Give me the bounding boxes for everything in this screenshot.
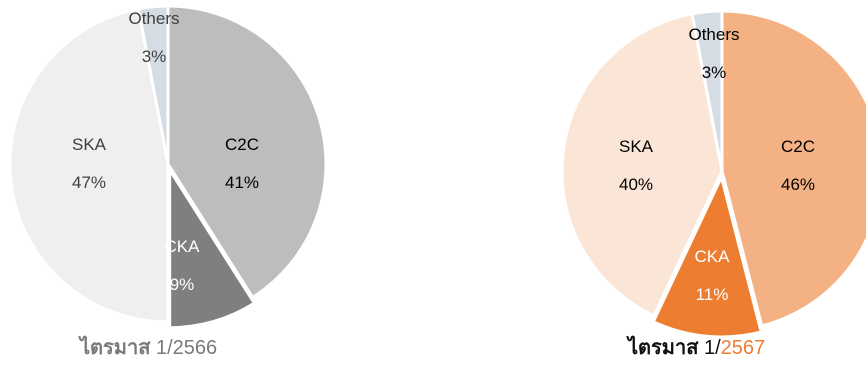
caption-q1-2566: ไตรมาส 1/2566 <box>80 331 217 363</box>
caption-prefix: ไตรมาส <box>80 337 151 359</box>
caption-year: 2567 <box>720 337 766 359</box>
caption-quarter: 1/ <box>703 337 721 359</box>
caption-prefix: ไตรมาส <box>628 337 699 359</box>
pie-slice-c2c <box>720 9 866 328</box>
caption-quarter: 1/ <box>155 337 173 359</box>
slice-value-ska: 40% <box>619 175 653 194</box>
slice-value-cka: 11% <box>696 285 729 304</box>
pie-chart-q1-2566: C2C 41% CKA 9% SKA 47% Others 3% <box>8 4 328 330</box>
slice-label-others: Others <box>128 9 179 28</box>
slice-value-c2c: 46% <box>781 175 815 194</box>
slice-value-others: 3% <box>142 47 167 66</box>
caption-year: 2566 <box>172 337 218 359</box>
pie-slice-ska <box>560 12 724 318</box>
caption-q1-2567: ไตรมาส 1/2567 <box>628 331 765 363</box>
slice-label-ska: SKA <box>619 137 654 156</box>
slice-value-cka: 9% <box>170 275 195 294</box>
slice-label-cka: CKA <box>695 247 731 266</box>
pie-slice-others <box>690 9 724 173</box>
slice-value-ska: 47% <box>72 173 106 192</box>
slice-label-c2c: C2C <box>781 137 815 156</box>
slice-value-others: 3% <box>702 63 727 82</box>
slice-label-cka: CKA <box>165 237 201 256</box>
pie-slice-cka <box>168 168 256 330</box>
slice-value-c2c: 41% <box>225 173 259 192</box>
pie-slice-others <box>136 4 170 166</box>
pie-slice-cka <box>651 175 763 339</box>
pie-chart-q1-2567: C2C 46% CKA 11% SKA 40% Others 3% <box>560 9 866 339</box>
slice-label-c2c: C2C <box>225 135 259 154</box>
slice-label-others: Others <box>688 25 739 44</box>
slice-label-ska: SKA <box>72 135 107 154</box>
pie-slice-ska <box>8 7 170 324</box>
pie-slice-c2c <box>166 4 328 299</box>
